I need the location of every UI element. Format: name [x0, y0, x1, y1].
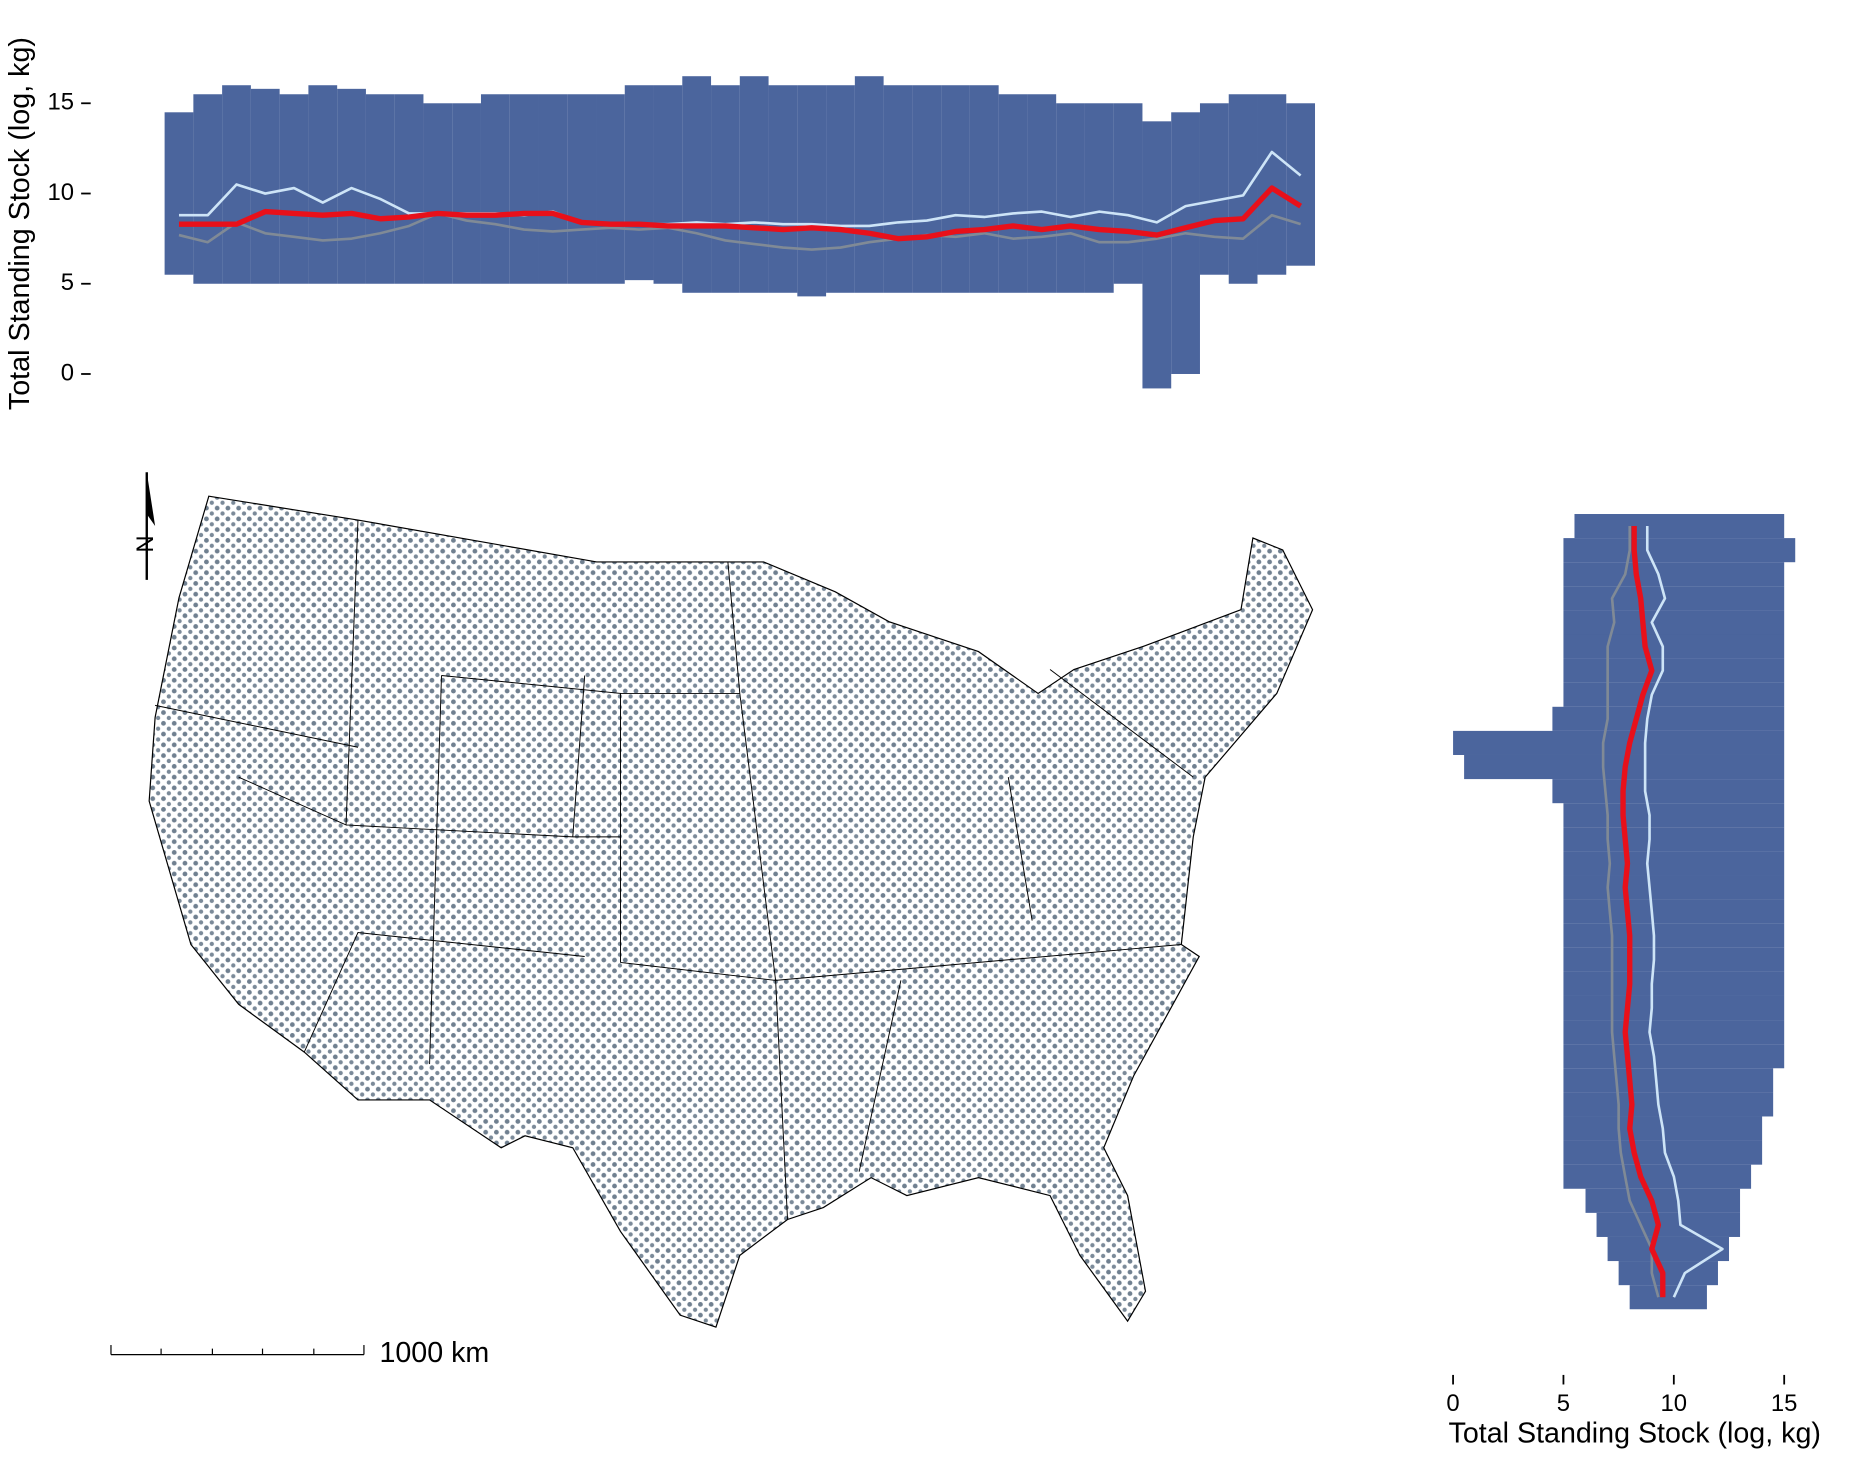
value-range: [1563, 610, 1785, 635]
value-range: [1027, 94, 1057, 293]
value-range: [1563, 971, 1785, 996]
value-range: [1199, 103, 1229, 275]
value-range: [1056, 103, 1085, 293]
value-range: [1618, 1261, 1718, 1286]
value-range: [1563, 562, 1785, 587]
value-range: [739, 76, 769, 293]
value-range: [1563, 538, 1796, 563]
value-range: [1286, 103, 1316, 266]
value-range: [969, 85, 999, 293]
value-range: [1629, 1285, 1707, 1310]
state-borders: [155, 520, 1194, 1220]
value-range: [1228, 94, 1258, 284]
series-line: [178, 150, 1302, 228]
value-range: [768, 85, 798, 293]
value-range: [1574, 514, 1785, 539]
value-range: [1563, 827, 1785, 852]
y-tick-label: 5: [61, 269, 74, 296]
value-range: [1563, 923, 1785, 948]
value-range: [164, 112, 194, 275]
x-tick-label: 10: [1661, 1390, 1688, 1417]
value-range: [797, 85, 827, 297]
value-range: [193, 94, 223, 284]
value-range: [250, 88, 280, 284]
value-range: [711, 85, 740, 293]
value-range: [596, 94, 625, 284]
x-tick-label: 5: [1557, 1390, 1570, 1417]
scale-bar: [110, 1345, 365, 1356]
x-axis-label: Total Standing Stock (log, kg): [1449, 1417, 1821, 1449]
value-range: [1552, 706, 1785, 731]
value-range: [1563, 1044, 1785, 1069]
value-range: [1563, 1068, 1774, 1093]
value-range: [1552, 779, 1785, 804]
value-range: [1596, 1212, 1741, 1237]
series-line: [1643, 526, 1724, 1298]
us-outline: [148, 495, 1314, 1328]
north-arrow: N: [132, 472, 159, 580]
value-range: [941, 85, 970, 293]
value-range: [912, 85, 942, 293]
value-range: [1563, 1140, 1763, 1165]
value-range: [1563, 947, 1785, 972]
value-range: [1563, 634, 1785, 659]
value-range: [1563, 899, 1785, 924]
value-range: [1563, 851, 1785, 876]
value-range: [1563, 803, 1785, 828]
y-axis-label: Total Standing Stock (log, kg): [4, 37, 36, 410]
value-range: [394, 94, 424, 284]
x-tick-label: 0: [1446, 1390, 1459, 1417]
series-line: [1601, 526, 1660, 1298]
value-range: [883, 85, 913, 293]
value-range: [1563, 995, 1785, 1021]
series-line: [178, 185, 1303, 242]
value-range: [624, 85, 654, 281]
y-tick-label: 10: [47, 179, 74, 206]
value-range: [308, 85, 338, 284]
value-range: [1563, 1020, 1785, 1045]
value-range: [538, 94, 568, 284]
value-range: [1142, 121, 1172, 389]
value-range: [1563, 586, 1785, 611]
series-line: [1620, 526, 1666, 1298]
value-range: [480, 94, 510, 284]
value-range: [682, 76, 712, 293]
value-range: [365, 94, 395, 284]
value-range: [1257, 94, 1287, 275]
value-range: [509, 94, 539, 284]
x-tick-label: 15: [1771, 1390, 1798, 1417]
value-range: [1563, 658, 1785, 683]
value-range: [826, 85, 855, 293]
north-label: N: [132, 535, 159, 552]
value-range: [452, 103, 481, 284]
value-range: [1084, 103, 1114, 293]
value-range: [1585, 1188, 1741, 1213]
value-range: [653, 85, 683, 284]
value-range: [1563, 1164, 1752, 1189]
value-range: [1171, 112, 1200, 374]
value-range: [998, 94, 1028, 293]
y-tick-label: 0: [61, 359, 74, 386]
value-range: [1563, 875, 1785, 900]
value-range: [423, 103, 453, 284]
map: [148, 495, 1314, 1328]
value-range: [1563, 682, 1785, 707]
y-tick-label: 15: [47, 89, 74, 116]
value-range: [854, 76, 884, 293]
scale-label: 1000 km: [379, 1337, 489, 1369]
value-range: [1453, 730, 1785, 755]
value-range: [567, 94, 597, 284]
value-range: [337, 88, 366, 284]
value-range: [1563, 1092, 1774, 1117]
series-line: [178, 212, 1302, 251]
value-range: [1113, 103, 1143, 284]
